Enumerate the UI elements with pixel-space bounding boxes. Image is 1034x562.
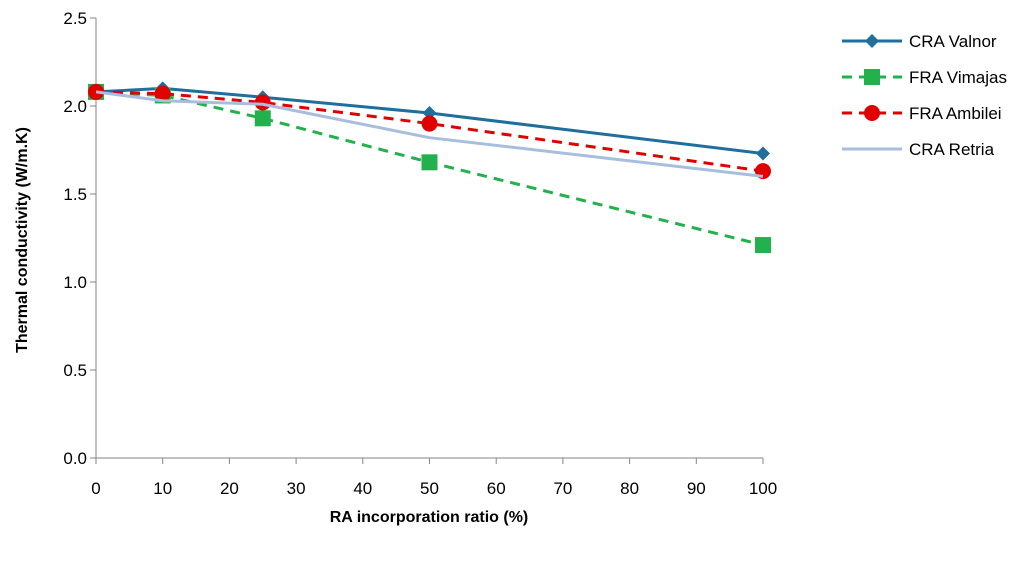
x-tick-label: 50 [420, 479, 439, 498]
legend-item-cra-retria: CRA Retria [842, 140, 995, 159]
legend: CRA Valnor FRA Vimajas FRA Ambilei CRA Retr… [842, 32, 1007, 159]
y-axis-title: Thermal conductivity (W/m.K) [14, 127, 31, 353]
legend-label-fra-ambilei: FRA Ambilei [909, 104, 1002, 123]
x-tick-label: 80 [620, 479, 639, 498]
legend-label-cra-valnor: CRA Valnor [909, 32, 997, 51]
x-tick-label: 30 [287, 479, 306, 498]
y-tick-label: 0.0 [63, 449, 87, 468]
x-tick-label: 100 [749, 479, 777, 498]
x-tick-label: 20 [220, 479, 239, 498]
x-tick-label: 60 [487, 479, 506, 498]
x-tick-label: 0 [91, 479, 100, 498]
legend-item-fra-ambilei: FRA Ambilei [842, 104, 1002, 123]
series-line-fra-ambilei [95, 90, 764, 173]
series-line-cra-retria [95, 90, 764, 178]
y-tick-label: 1.5 [63, 185, 87, 204]
y-tick-label: 1.0 [63, 273, 87, 292]
data-point-cra-valnor [756, 146, 770, 161]
data-point-fra-ambilei [254, 94, 271, 111]
series-cra-retria [95, 90, 764, 178]
data-point-fra-vimajas [755, 237, 771, 254]
legend-marker-fra-ambilei [864, 105, 880, 121]
data-point-fra-vimajas [254, 110, 271, 127]
data-point-fra-vimajas [421, 154, 438, 171]
legend-item-fra-vimajas: FRA Vimajas [842, 68, 1007, 87]
y-tick-label: 2.5 [63, 9, 87, 28]
x-axis-title: RA incorporation ratio (%) [330, 509, 529, 526]
legend-label-cra-retria: CRA Retria [909, 140, 995, 159]
plot-area: 0.0 0.5 1.0 1.5 2.0 2.5 0 10 20 30 40 50 60 70 80 90 100 [63, 9, 777, 498]
legend-label-fra-vimajas: FRA Vimajas [909, 68, 1007, 87]
x-tick-label: 40 [353, 479, 372, 498]
legend-item-cra-valnor: CRA Valnor [842, 32, 997, 51]
y-tick-label: 2.0 [63, 97, 87, 116]
data-point-fra-ambilei [154, 85, 171, 102]
series-layer [88, 81, 771, 254]
y-tick-label: 0.5 [63, 361, 87, 380]
legend-marker-fra-vimajas [864, 69, 880, 85]
x-tick-label: 90 [687, 479, 706, 498]
x-tick-label: 10 [153, 479, 172, 498]
legend-marker-cra-valnor [865, 34, 879, 48]
data-point-fra-ambilei [421, 115, 438, 132]
x-tick-label: 70 [553, 479, 572, 498]
